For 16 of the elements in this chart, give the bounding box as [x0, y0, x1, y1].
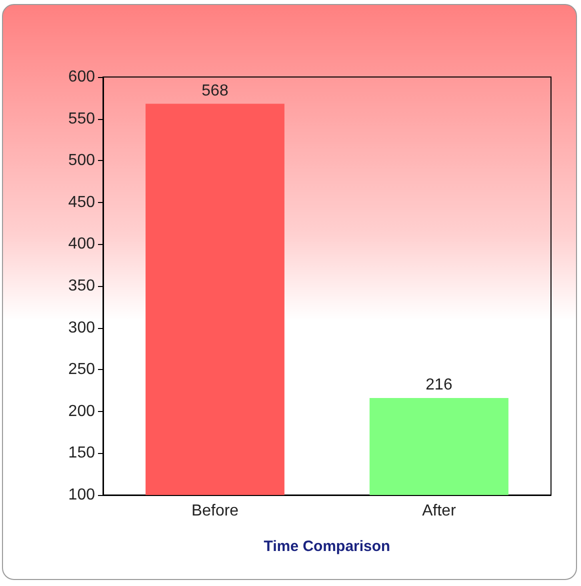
y-tick-label: 100 — [68, 486, 96, 504]
x-tick-label: After — [422, 502, 457, 520]
data-label: 216 — [426, 376, 452, 394]
x-tick-label: Before — [191, 502, 239, 520]
y-tick-label: 200 — [68, 402, 96, 420]
data-label: 568 — [202, 82, 228, 100]
y-tick-label: 350 — [68, 278, 96, 294]
y-tick-label: 150 — [68, 444, 96, 462]
y-tick-label: 300 — [68, 319, 96, 336]
y-tick-label: 250 — [68, 361, 96, 378]
y-tick-label: 600 — [68, 68, 96, 86]
x-axis-title: Time Comparison — [264, 538, 390, 555]
y-tick-label: 550 — [68, 110, 96, 128]
y-tick-label: 500 — [68, 152, 96, 170]
y-tick-label: 400 — [68, 236, 96, 253]
y-tick-label: 450 — [68, 194, 96, 211]
